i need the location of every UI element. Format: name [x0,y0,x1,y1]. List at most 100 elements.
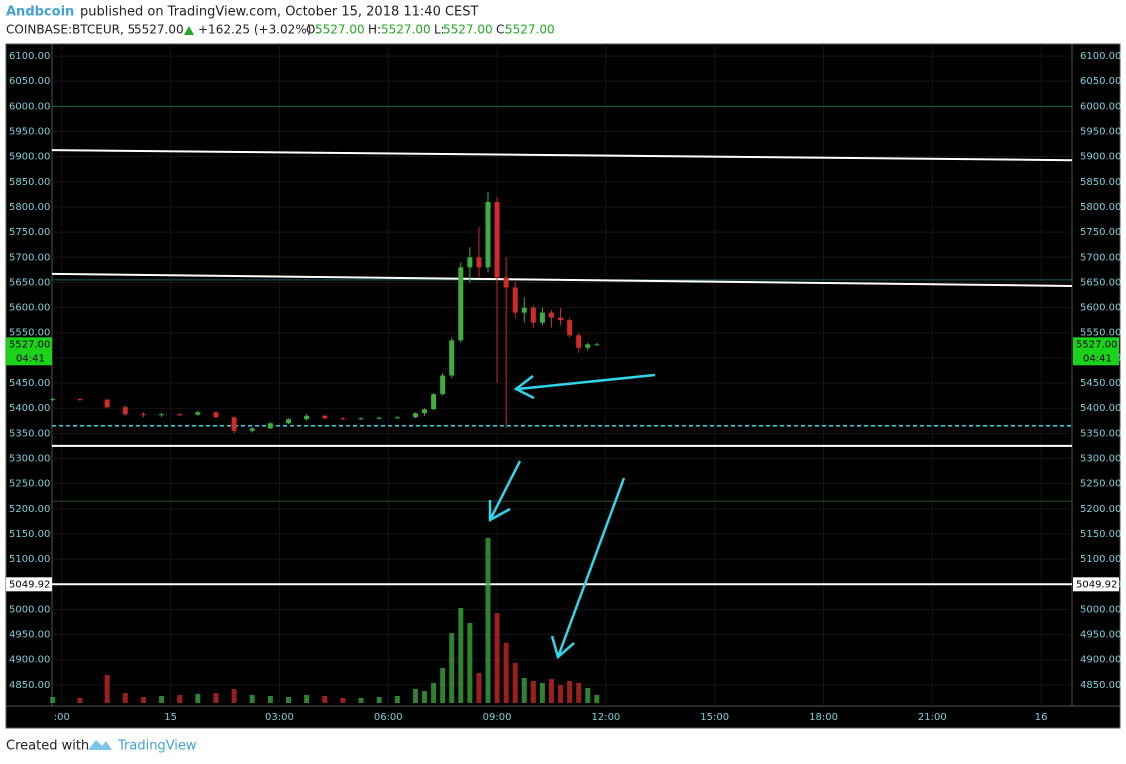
y-tick-label: 5850.00 [9,177,50,188]
y-tick-label: 5450.00 [9,378,50,389]
y-tick-label: 6100.00 [1080,51,1121,62]
y-tick-label: 5600.00 [1080,303,1121,314]
volume-bar [376,697,382,703]
y-tick-label: 5800.00 [9,202,50,213]
volume-bar [512,663,518,703]
volume-bar [195,694,201,703]
volume-bar [322,696,328,703]
x-tick-label: 16 [1035,712,1048,723]
arrow [513,373,656,400]
volume-bar [249,695,255,703]
volume-bar [467,623,473,703]
volume-bar [122,693,128,703]
trendline [51,272,1073,287]
y-tick-label: 4900.00 [1080,655,1121,666]
candle-body [122,407,128,415]
y-tick-label: 5900.00 [9,152,50,163]
candle-body [286,419,292,424]
volume-bar [558,685,564,703]
ohlc: O:5527.00 H: 5527.00 L:5527.00 C:5527.00 [306,23,555,37]
y-tick-label: 4900.00 [9,655,50,666]
volume-bar [476,673,482,703]
volume-bar [594,695,600,703]
candle-body [77,399,83,401]
x-tick-label: 06:00 [374,712,403,723]
candle-body [503,277,509,288]
y-tick-label: 5750.00 [1080,227,1121,238]
volume-bar [503,643,509,703]
ohlc-label: O: [306,23,319,37]
y-tick-label: 5800.00 [1080,202,1121,213]
volume-bar [449,633,455,703]
candle-body [195,412,201,415]
ohlc-value: 5527.00 [443,23,493,37]
y-tick-label: 5000.00 [9,604,50,615]
y-tick-label: 5300.00 [9,454,50,465]
y-tick-label: 4850.00 [1080,680,1121,691]
candle-body [267,423,273,429]
volume-bar [231,689,237,703]
volume-bar [585,688,591,703]
volume-bar [267,696,273,703]
y-tick-label: 5600.00 [9,303,50,314]
countdown: 04:41 [16,353,45,364]
y-tick-label: 5850.00 [1080,177,1121,188]
y-tick-label: 5350.00 [9,428,50,439]
volume-bar [77,698,83,703]
candle-body [231,417,237,431]
y-tick-label: 5150.00 [9,529,50,540]
volume-bar [394,696,400,703]
candle-body [177,414,183,416]
candle-body [394,417,400,419]
candle-body [558,317,564,321]
y-tick-label: 6050.00 [9,76,50,87]
y-tick-label: 5100.00 [9,554,50,565]
candle-body [140,414,146,416]
created-with: Created with [6,739,89,754]
y-tick-label: 5150.00 [1080,529,1121,540]
symbol: COINBASE:BTCEUR, 5 [6,23,135,37]
candle-body [576,335,582,348]
y-tick-label: 5700.00 [9,252,50,263]
candle-body [567,320,573,336]
candle-body [548,312,554,318]
volume-bar [340,698,346,703]
volume-bar [358,698,364,703]
last-price-label: 5527.00 [9,339,50,350]
plot: 4850.00 4850.00 4900.00 4900.00 4950.00 4950.… [6,44,1121,723]
candle-body [530,307,536,323]
y-tick-label: 5300.00 [1080,454,1121,465]
volume-bar [304,695,310,703]
y-tick-label: 5550.00 [9,328,50,339]
arrow [550,477,626,660]
volume-bar [50,697,56,703]
volume-bar [286,697,292,703]
candle-body [376,417,382,419]
up-arrow [184,26,194,35]
author[interactable]: Andbcoin [6,5,74,20]
trendline [51,149,1073,162]
y-tick-label: 5900.00 [1080,152,1121,163]
candle-body [322,415,328,419]
volume-bar [431,683,437,703]
brand[interactable]: TradingView [117,739,197,754]
volume-bar [159,696,165,703]
candle-body [458,267,464,341]
y-tick-label: 5000.00 [1080,604,1121,615]
volume-bar [548,679,554,703]
y-tick-label: 4850.00 [9,680,50,691]
last-price-label: 5527.00 [1076,339,1117,350]
x-tick-label: 15:00 [700,712,729,723]
candle-body [104,399,110,408]
y-tick-label: 6050.00 [1080,76,1121,87]
candle-body [521,307,527,313]
published: published on TradingView.com, October 15… [80,5,479,20]
candle-body [585,344,591,348]
countdown: 04:41 [1083,353,1112,364]
y-tick-label: 5250.00 [1080,479,1121,490]
x-tick-label: 18:00 [809,712,838,723]
volume-bar [440,668,446,703]
y-tick-label: 5250.00 [9,479,50,490]
candle-body [512,287,518,313]
